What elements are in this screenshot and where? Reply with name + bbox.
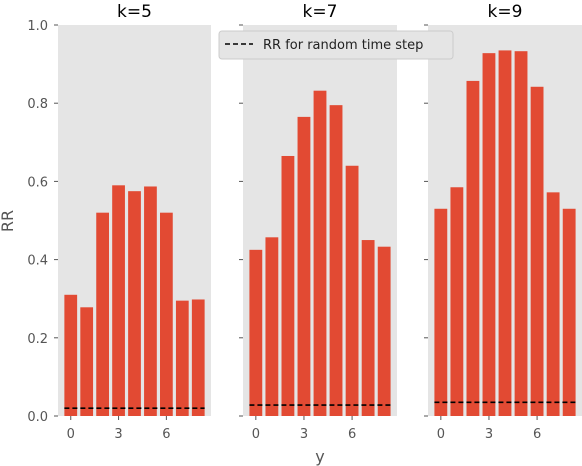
y-tick-label: 0.0	[27, 410, 48, 425]
bar	[546, 192, 560, 416]
bar	[530, 86, 544, 416]
bar	[450, 187, 464, 416]
bar	[128, 191, 141, 416]
y-tick-label: 0.2	[27, 332, 48, 347]
bar	[64, 294, 78, 416]
bar	[144, 186, 157, 416]
legend-box	[218, 30, 454, 60]
y-axis-label: RR	[0, 210, 17, 232]
bar	[329, 105, 343, 416]
bar	[80, 307, 94, 416]
bar	[297, 116, 311, 416]
bar	[434, 208, 448, 416]
bar	[112, 185, 125, 416]
y-tick-label: 0.6	[27, 175, 48, 190]
bar	[281, 155, 295, 417]
x-tick-label: 6	[533, 427, 541, 442]
x-tick-label: 3	[485, 427, 493, 442]
x-tick-label: 6	[162, 427, 170, 442]
panel-title: k=7	[303, 2, 338, 22]
bar	[377, 246, 391, 416]
x-tick-label: 0	[67, 427, 75, 442]
bar	[191, 299, 205, 416]
panel-title: k=5	[117, 2, 152, 22]
bar	[466, 80, 480, 417]
legend-label: RR for random time step	[263, 38, 423, 53]
x-tick-label: 3	[114, 427, 122, 442]
bar	[514, 51, 528, 417]
y-tick-label: 0.4	[27, 254, 48, 269]
bar	[265, 237, 279, 416]
bar	[562, 208, 576, 416]
x-tick-label: 0	[437, 427, 445, 442]
bar	[361, 240, 375, 416]
bar	[482, 53, 496, 416]
x-tick-label: 6	[348, 427, 356, 442]
x-axis-label: y	[315, 447, 324, 466]
bar	[96, 212, 109, 416]
bar	[498, 50, 512, 416]
bar	[175, 300, 189, 416]
x-tick-label: 3	[300, 427, 308, 442]
bar	[160, 212, 173, 416]
bar	[249, 249, 263, 416]
x-tick-label: 0	[252, 427, 260, 442]
y-tick-label: 0.8	[27, 97, 48, 112]
bar	[345, 165, 359, 416]
y-tick-label: 1.0	[27, 19, 48, 34]
panel-title: k=9	[488, 2, 523, 22]
bar	[313, 90, 327, 417]
